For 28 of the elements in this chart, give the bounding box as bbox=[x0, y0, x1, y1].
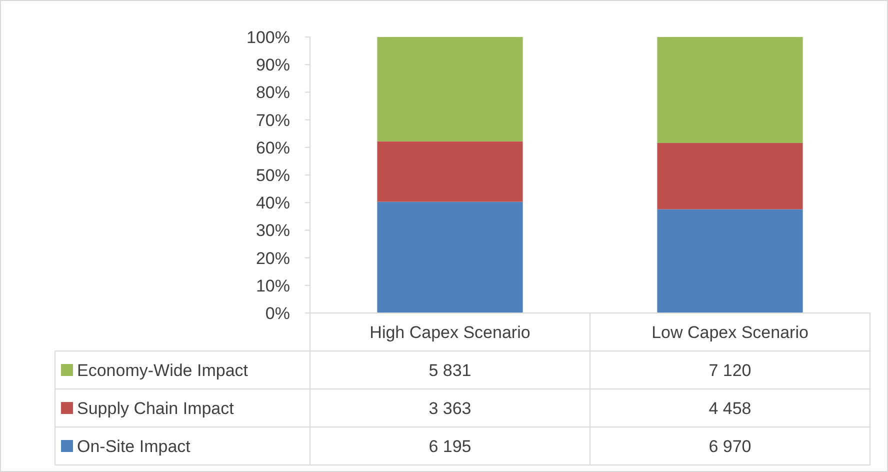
y-tick-label: 0% bbox=[265, 304, 290, 323]
y-tick-label: 40% bbox=[256, 194, 290, 213]
y-tick-label: 80% bbox=[256, 83, 290, 102]
bar bbox=[657, 37, 803, 143]
bar bbox=[377, 37, 523, 142]
legend-label: Economy-Wide Impact bbox=[77, 360, 248, 380]
x-tick-label: Low Capex Scenario bbox=[652, 322, 808, 342]
legend-label: Supply Chain Impact bbox=[77, 398, 234, 418]
bar bbox=[657, 142, 803, 210]
text: 6 970 bbox=[708, 436, 752, 456]
bar bbox=[377, 202, 523, 313]
y-tick-label: 20% bbox=[256, 248, 290, 268]
legend-label: On-Site Impact bbox=[77, 436, 191, 456]
text: 6 195 bbox=[428, 436, 472, 456]
bar bbox=[657, 209, 803, 313]
text: 7 120 bbox=[708, 360, 752, 380]
bar bbox=[377, 141, 523, 202]
y-tick-label: 10% bbox=[256, 276, 290, 296]
y-tick-label: 100% bbox=[246, 28, 290, 47]
text: 3 363 bbox=[428, 398, 472, 418]
text: 5 831 bbox=[428, 360, 472, 380]
y-tick-label: 90% bbox=[256, 56, 290, 75]
y-tick-label: 70% bbox=[256, 110, 290, 130]
text: 4 458 bbox=[708, 398, 752, 418]
y-tick-label: 30% bbox=[256, 221, 290, 240]
y-tick-label: 50% bbox=[256, 166, 290, 185]
y-tick-label: 60% bbox=[256, 138, 290, 158]
x-tick-label: High Capex Scenario bbox=[370, 322, 530, 342]
